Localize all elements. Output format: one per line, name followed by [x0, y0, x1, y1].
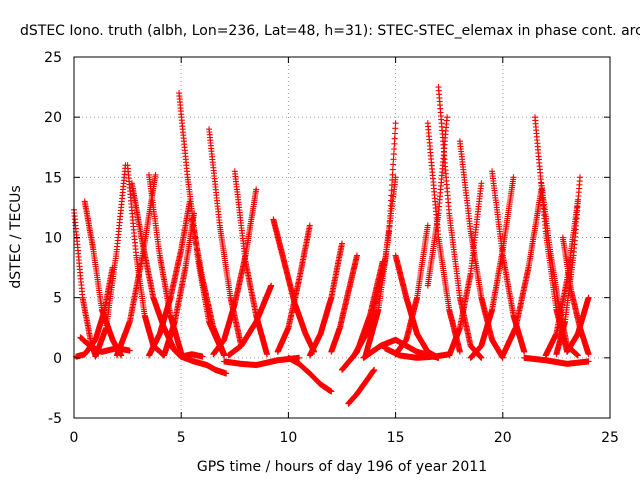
- plus-markers: [124, 162, 167, 359]
- arc-series-32: [392, 222, 431, 358]
- arc-series-2: [73, 264, 116, 360]
- plus-markers: [225, 282, 275, 359]
- x-axis-label: GPS time / hours of day 196 of year 2011: [197, 459, 487, 475]
- y-axis-label: dSTEC / TECUs: [8, 185, 24, 288]
- chart-title: dSTEC Iono. truth (albh, Lon=236, Lat=48…: [20, 23, 640, 39]
- y-tick-label: -5: [48, 411, 62, 427]
- y-tick-label: 5: [53, 291, 62, 307]
- plus-markers: [392, 222, 431, 358]
- y-tick-label: 20: [44, 110, 62, 126]
- x-tick-label: 5: [177, 430, 186, 446]
- arc-series-33: [392, 252, 442, 361]
- arc-series-14: [178, 353, 230, 377]
- arc-series-7: [124, 162, 167, 359]
- arc-series-20: [225, 282, 275, 359]
- plus-markers: [274, 222, 313, 355]
- grid-lines: [74, 57, 610, 418]
- arc-series-47: [564, 294, 592, 355]
- arc-series-48: [521, 354, 592, 367]
- plus-markers: [564, 294, 592, 355]
- arc-series-22: [274, 222, 313, 355]
- plus-markers: [270, 216, 318, 355]
- arc-series-13: [161, 210, 198, 359]
- plus-markers: [92, 162, 129, 360]
- plus-markers: [210, 186, 260, 358]
- arc-series-5: [92, 162, 129, 360]
- y-tick-label: 10: [44, 231, 62, 247]
- plus-markers: [285, 354, 335, 395]
- plus-markers: [73, 264, 116, 360]
- y-tick-label: 15: [44, 170, 62, 186]
- arc-series-41: [499, 186, 545, 359]
- x-tick-label: 15: [387, 430, 405, 446]
- data-points: [71, 84, 592, 407]
- x-tick-label: 20: [494, 430, 512, 446]
- plus-markers: [345, 366, 378, 407]
- x-tick-label: 25: [601, 430, 619, 446]
- arc-series-24: [306, 240, 345, 359]
- y-tick-label: 0: [53, 351, 62, 367]
- axis-ticks: 0 5 10 15 20 25 -5 0 5 10 15 20 25: [44, 50, 619, 446]
- plus-markers: [328, 252, 360, 355]
- plus-markers: [178, 353, 230, 377]
- plus-markers: [306, 240, 345, 359]
- plus-markers: [392, 252, 442, 361]
- plus-markers: [521, 354, 592, 367]
- arc-series-25: [328, 252, 360, 355]
- y-tick-label: 25: [44, 50, 62, 66]
- plus-markers: [362, 120, 399, 359]
- arc-series-23: [285, 354, 335, 395]
- x-tick-label: 10: [279, 430, 297, 446]
- plus-markers: [499, 186, 545, 359]
- plus-markers: [161, 210, 198, 359]
- arc-series-17: [210, 186, 260, 358]
- arc-series-21: [270, 216, 318, 355]
- arc-series-26: [345, 366, 378, 407]
- arc-series-30: [362, 120, 399, 359]
- x-tick-label: 0: [70, 430, 79, 446]
